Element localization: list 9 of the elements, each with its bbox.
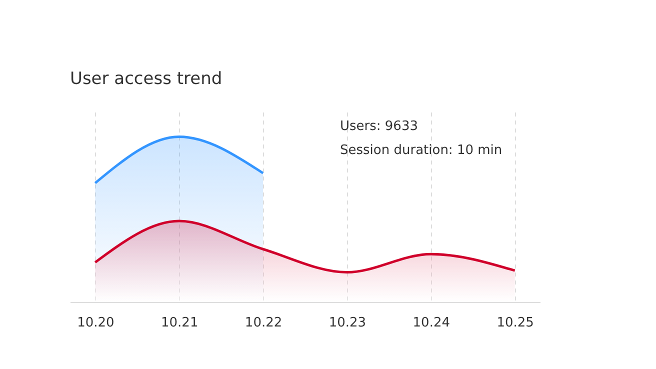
x-tick-label: 10.24 — [412, 316, 450, 330]
x-tick-label: 10.21 — [161, 316, 198, 330]
chart-title: User access trend — [70, 69, 222, 89]
x-tick-label: 10.25 — [496, 316, 534, 330]
text: Users: 9633 — [340, 119, 418, 134]
annotation: Session duration: 10 min — [340, 143, 502, 158]
x-tick-label: 10.22 — [244, 316, 282, 330]
x-tick-label: 10.20 — [77, 316, 114, 330]
x-tick-label: 10.23 — [328, 316, 366, 330]
